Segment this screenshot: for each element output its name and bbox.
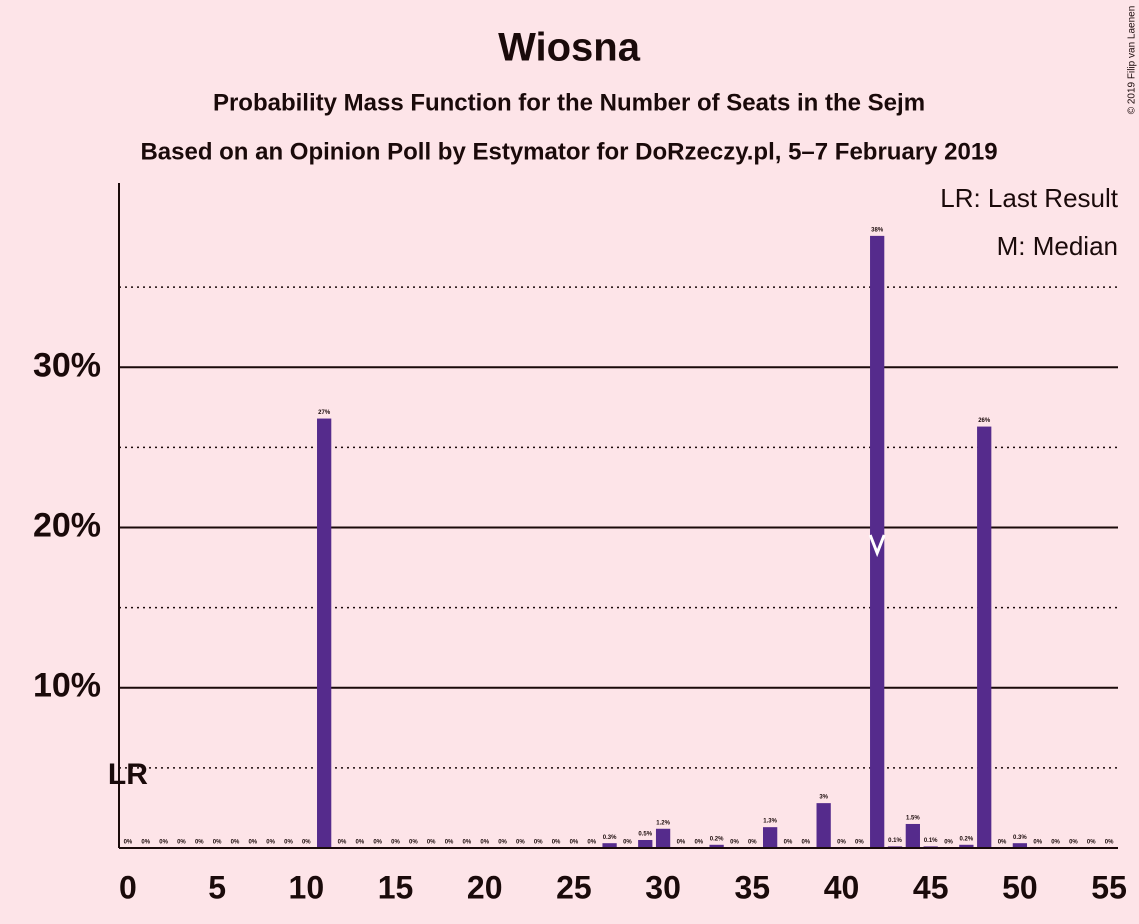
value-label: 0% — [284, 840, 293, 846]
bar — [317, 418, 332, 848]
y-tick-label: 20% — [33, 507, 101, 545]
value-label: 0% — [1069, 840, 1078, 846]
value-label: 0% — [177, 840, 186, 846]
bar — [959, 844, 974, 848]
value-label: 0% — [427, 840, 436, 846]
x-tick-label: 45 — [913, 869, 949, 905]
value-label: 0% — [1033, 840, 1042, 846]
value-label: 0% — [784, 840, 793, 846]
x-tick-label: 20 — [467, 869, 503, 905]
bar — [762, 827, 778, 848]
legend-entry: LR: Last Result — [940, 183, 1119, 213]
value-label: 0.3% — [1013, 835, 1027, 841]
value-label: 0% — [480, 840, 489, 846]
value-label: 0% — [534, 840, 543, 846]
subtitle: Based on an Opinion Poll by Estymator fo… — [140, 138, 997, 165]
value-label: 0% — [213, 840, 222, 846]
bar — [905, 823, 920, 848]
value-label: 0% — [195, 840, 204, 846]
y-tick-label: 10% — [33, 667, 101, 705]
value-label: 0% — [141, 840, 150, 846]
value-label: 0% — [391, 840, 400, 846]
x-tick-label: 0 — [119, 869, 137, 905]
value-label: 0.2% — [960, 836, 974, 842]
x-tick-label: 30 — [645, 869, 681, 905]
value-label: 0% — [231, 840, 240, 846]
bar — [655, 828, 671, 848]
value-label: 0% — [552, 840, 561, 846]
value-label: 26% — [978, 418, 991, 424]
x-tick-label: 5 — [208, 869, 226, 905]
y-tick-label: 30% — [33, 346, 101, 384]
value-label: 1.5% — [906, 816, 920, 822]
bar — [709, 844, 724, 848]
value-label: 0.1% — [924, 838, 938, 844]
value-label: 0% — [355, 840, 364, 846]
value-label: 0% — [124, 840, 133, 846]
value-label: 1.2% — [656, 820, 670, 826]
value-label: 0% — [302, 840, 311, 846]
value-label: 0% — [373, 840, 382, 846]
x-tick-label: 50 — [1002, 869, 1038, 905]
bar — [816, 803, 831, 848]
value-label: 0% — [445, 840, 454, 846]
value-label: 0% — [730, 840, 739, 846]
value-label: 0% — [623, 840, 632, 846]
value-label: 0% — [516, 840, 525, 846]
value-label: 0% — [463, 840, 472, 846]
value-label: 0% — [694, 840, 703, 846]
x-tick-label: 35 — [734, 869, 770, 905]
value-label: 0% — [266, 840, 275, 846]
value-label: 0% — [409, 840, 418, 846]
median-marker — [868, 534, 886, 558]
bar — [638, 839, 653, 848]
value-label: 0% — [587, 840, 596, 846]
value-label: 0% — [801, 840, 810, 846]
legend-entry: M: Median — [997, 231, 1118, 261]
value-label: 0% — [944, 840, 953, 846]
value-label: 3% — [819, 795, 828, 801]
value-label: 0% — [748, 840, 757, 846]
value-label: 0.3% — [603, 835, 617, 841]
bar — [977, 426, 992, 848]
x-tick-label: 40 — [824, 869, 860, 905]
x-tick-label: 55 — [1091, 869, 1127, 905]
value-label: 0% — [570, 840, 579, 846]
value-label: 0.5% — [638, 832, 652, 838]
x-tick-label: 25 — [556, 869, 592, 905]
value-label: 0.2% — [710, 836, 724, 842]
value-label: 0% — [498, 840, 507, 846]
value-label: 38% — [871, 227, 884, 233]
value-label: 0% — [1105, 840, 1114, 846]
value-label: 0% — [1087, 840, 1096, 846]
value-label: 0% — [1051, 840, 1060, 846]
x-tick-label: 15 — [378, 869, 414, 905]
value-label: 0.1% — [888, 838, 902, 844]
last-result-label: LR — [108, 758, 148, 791]
value-label: 0% — [338, 840, 347, 846]
subtitle: Probability Mass Function for the Number… — [213, 89, 925, 116]
value-label: 27% — [318, 410, 331, 416]
bar — [870, 235, 885, 848]
x-tick-label: 10 — [289, 869, 325, 905]
value-label: 1.3% — [763, 819, 777, 825]
value-label: 0% — [159, 840, 168, 846]
value-label: 0% — [677, 840, 686, 846]
value-label: 0% — [998, 840, 1007, 846]
value-label: 0% — [855, 840, 864, 846]
copyright: © 2019 Filip van Laenen — [1127, 6, 1138, 115]
value-label: 0% — [837, 840, 846, 846]
value-label: 0% — [248, 840, 257, 846]
chart-title: Wiosna — [498, 26, 641, 70]
bar — [602, 843, 617, 848]
bar — [1012, 843, 1028, 848]
